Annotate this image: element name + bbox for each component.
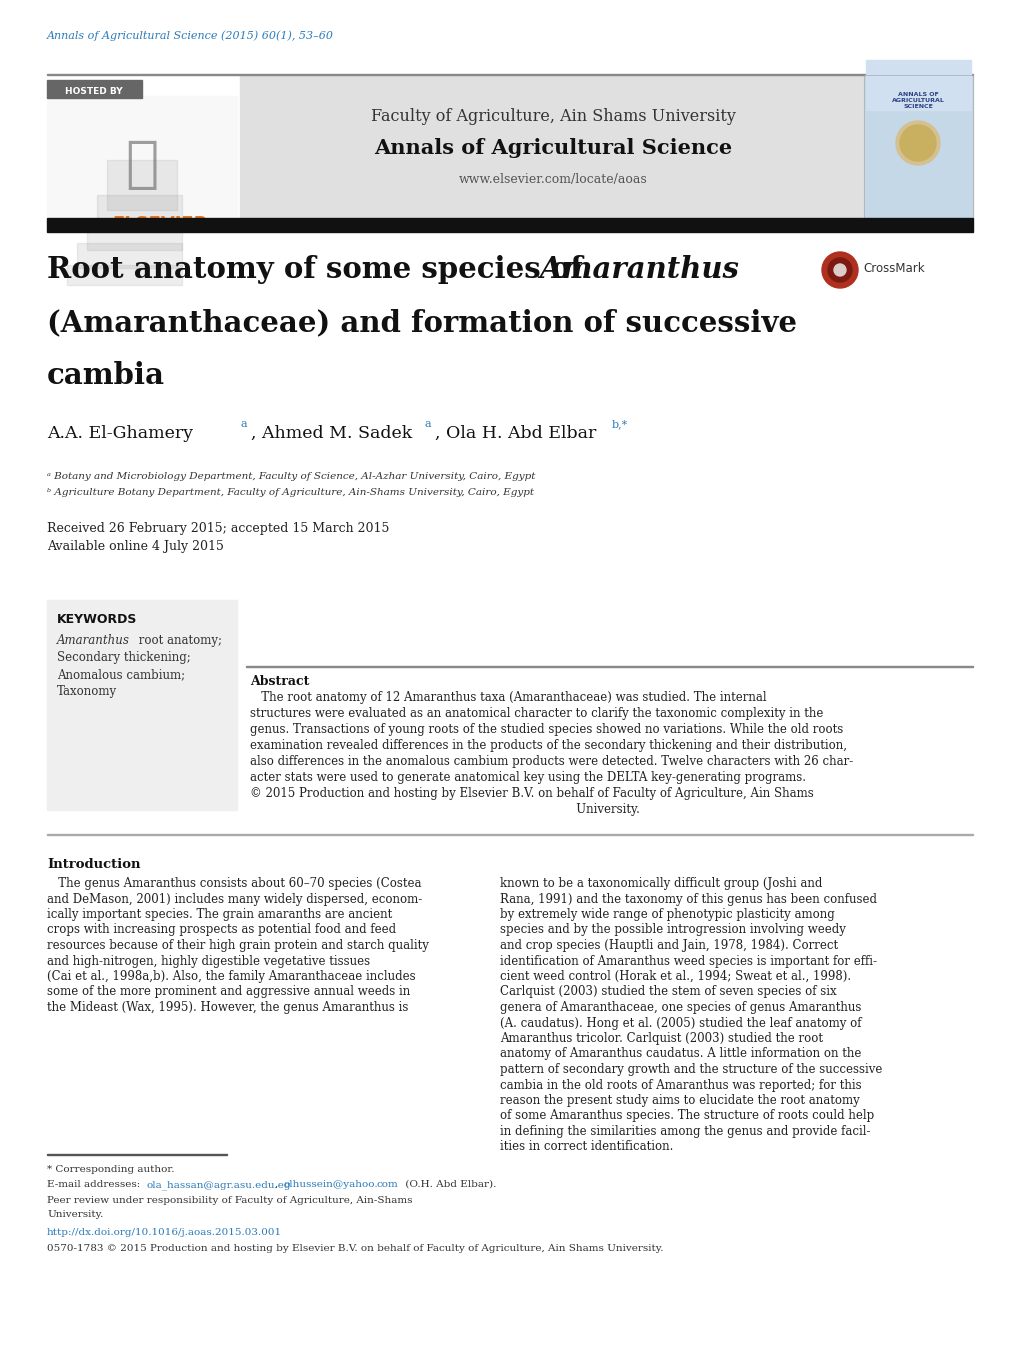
Text: a: a	[425, 419, 431, 429]
Text: olhussein@yahoo.: olhussein@yahoo.	[283, 1180, 378, 1189]
Circle shape	[821, 251, 857, 288]
Bar	[47, 75, 236, 217]
Text: Annals of Agricultural Science: Annals of Agricultural Science	[374, 139, 732, 158]
Text: E-mail addresses:: E-mail addresses:	[47, 1180, 144, 1189]
Bar	[107, 160, 177, 211]
Circle shape	[899, 125, 935, 160]
Text: pattern of secondary growth and the structure of the successive: pattern of secondary growth and the stru…	[499, 1063, 881, 1076]
Text: www.elsevier.com/locate/aoas: www.elsevier.com/locate/aoas	[459, 173, 647, 186]
Bar	[865, 60, 970, 110]
Text: of some Amaranthus species. The structure of roots could help: of some Amaranthus species. The structur…	[499, 1109, 873, 1123]
Text: root anatomy;: root anatomy;	[135, 635, 222, 647]
Text: identification of Amaranthus weed species is important for effi-: identification of Amaranthus weed specie…	[499, 954, 876, 968]
Text: examination revealed differences in the products of the secondary thickening and: examination revealed differences in the …	[250, 739, 846, 752]
Text: genus. Transactions of young roots of the studied species showed no variations. : genus. Transactions of young roots of th…	[250, 723, 843, 737]
Text: ᵃ Botany and Microbiology Department, Faculty of Science, Al-Azhar University, C: ᵃ Botany and Microbiology Department, Fa…	[47, 472, 535, 481]
Text: cambia in the old roots of Amaranthus was reported; for this: cambia in the old roots of Amaranthus wa…	[499, 1079, 861, 1091]
Text: HOSTED BY: HOSTED BY	[65, 87, 122, 96]
Circle shape	[895, 121, 940, 164]
Text: also differences in the anomalous cambium products were detected. Twelve charact: also differences in the anomalous cambiu…	[250, 756, 853, 768]
Text: cambia: cambia	[47, 361, 165, 390]
Text: ELSEVIER: ELSEVIER	[112, 215, 207, 232]
Text: anatomy of Amaranthus caudatus. A little information on the: anatomy of Amaranthus caudatus. A little…	[499, 1048, 860, 1060]
Text: some of the more prominent and aggressive annual weeds in: some of the more prominent and aggressiv…	[47, 985, 410, 999]
Text: Taxonomy: Taxonomy	[57, 685, 117, 699]
Text: Root anatomy of some species of: Root anatomy of some species of	[47, 255, 592, 284]
Text: (O.H. Abd Elbar).: (O.H. Abd Elbar).	[401, 1180, 496, 1189]
Text: 0570-1783 © 2015 Production and hosting by Elsevier B.V. on behalf of Faculty of: 0570-1783 © 2015 Production and hosting …	[47, 1243, 662, 1253]
Text: , Ahmed M. Sadek: , Ahmed M. Sadek	[251, 425, 418, 442]
Text: © 2015 Production and hosting by Elsevier B.V. on behalf of Faculty of Agricultu: © 2015 Production and hosting by Elsevie…	[250, 787, 813, 800]
Bar	[47, 217, 972, 232]
Bar	[863, 75, 972, 217]
Text: http://dx.doi.org/10.1016/j.aoas.2015.03.001: http://dx.doi.org/10.1016/j.aoas.2015.03…	[47, 1229, 282, 1237]
Text: University.: University.	[47, 1210, 103, 1219]
Text: crops with increasing prospects as potential food and feed: crops with increasing prospects as poten…	[47, 924, 395, 936]
Text: cient weed control (Horak et al., 1994; Sweat et al., 1998).: cient weed control (Horak et al., 1994; …	[499, 970, 850, 983]
Text: by extremely wide range of phenotypic plasticity among: by extremely wide range of phenotypic pl…	[499, 908, 834, 921]
Circle shape	[827, 258, 851, 283]
Text: structures were evaluated as an anatomical character to clarify the taxonomic co: structures were evaluated as an anatomic…	[250, 707, 822, 720]
Text: acter stats were used to generate anatomical key using the DELTA key-generating : acter stats were used to generate anatom…	[250, 771, 805, 784]
Text: and high-nitrogen, highly digestible vegetative tissues: and high-nitrogen, highly digestible veg…	[47, 954, 370, 968]
Text: and crop species (Hauptli and Jain, 1978, 1984). Correct: and crop species (Hauptli and Jain, 1978…	[499, 939, 838, 953]
Text: The genus Amaranthus consists about 60–70 species (Costea: The genus Amaranthus consists about 60–7…	[47, 877, 421, 890]
Text: Received 26 February 2015; accepted 15 March 2015: Received 26 February 2015; accepted 15 M…	[47, 522, 389, 535]
Text: Introduction: Introduction	[47, 858, 141, 871]
Bar	[863, 75, 972, 217]
Text: Peer review under responsibility of Faculty of Agriculture, Ain-Shams: Peer review under responsibility of Facu…	[47, 1196, 412, 1205]
Text: the Mideast (Wax, 1995). However, the genus Amaranthus is: the Mideast (Wax, 1995). However, the ge…	[47, 1002, 408, 1014]
Text: ically important species. The grain amaranths are ancient: ically important species. The grain amar…	[47, 908, 392, 921]
Text: and DeMason, 2001) includes many widely dispersed, econom-: and DeMason, 2001) includes many widely …	[47, 893, 422, 905]
Text: (Cai et al., 1998a,b). Also, the family Amaranthaceae includes: (Cai et al., 1998a,b). Also, the family …	[47, 970, 415, 983]
Text: reason the present study aims to elucidate the root anatomy: reason the present study aims to elucida…	[499, 1094, 859, 1108]
Bar	[239, 75, 863, 217]
Bar	[76, 243, 181, 268]
Text: (Amaranthaceae) and formation of successive: (Amaranthaceae) and formation of success…	[47, 308, 796, 337]
Text: University.: University.	[250, 803, 639, 815]
Text: Rana, 1991) and the taxonomy of this genus has been confused: Rana, 1991) and the taxonomy of this gen…	[499, 893, 876, 905]
Text: * Corresponding author.: * Corresponding author.	[47, 1165, 174, 1174]
Text: Amaranthus tricolor. Carlquist (2003) studied the root: Amaranthus tricolor. Carlquist (2003) st…	[499, 1031, 822, 1045]
Text: ola_hassan@agr.asu.edu.eg: ola_hassan@agr.asu.edu.eg	[147, 1180, 291, 1189]
Text: Annals of Agricultural Science (2015) 60(1), 53–60: Annals of Agricultural Science (2015) 60…	[47, 30, 333, 41]
Circle shape	[834, 264, 845, 276]
Text: b,*: b,*	[611, 419, 628, 429]
Bar	[67, 265, 181, 285]
Text: ᵇ Agriculture Botany Department, Faculty of Agriculture, Ain-Shams University, C: ᵇ Agriculture Botany Department, Faculty…	[47, 488, 534, 497]
Bar	[47, 96, 236, 216]
Text: (A. caudatus). Hong et al. (2005) studied the leaf anatomy of: (A. caudatus). Hong et al. (2005) studie…	[499, 1017, 861, 1030]
Text: in defining the similarities among the genus and provide facil-: in defining the similarities among the g…	[499, 1125, 869, 1137]
Text: ities in correct identification.: ities in correct identification.	[499, 1140, 673, 1154]
Text: A.A. El-Ghamery: A.A. El-Ghamery	[47, 425, 199, 442]
Text: Abstract: Abstract	[250, 675, 309, 688]
Bar	[47, 601, 236, 810]
Text: Carlquist (2003) studied the stem of seven species of six: Carlquist (2003) studied the stem of sev…	[499, 985, 836, 999]
Text: resources because of their high grain protein and starch quality: resources because of their high grain pr…	[47, 939, 428, 953]
Text: KEYWORDS: KEYWORDS	[57, 613, 138, 626]
Text: 🌲: 🌲	[125, 139, 159, 192]
Text: Anomalous cambium;: Anomalous cambium;	[57, 669, 184, 681]
Text: CrossMark: CrossMark	[862, 262, 923, 276]
Text: species and by the possible introgression involving weedy: species and by the possible introgressio…	[499, 924, 845, 936]
Bar	[87, 220, 181, 250]
Text: ANNALS OF
AGRICULTURAL
SCIENCE: ANNALS OF AGRICULTURAL SCIENCE	[891, 92, 944, 109]
Text: Secondary thickening;: Secondary thickening;	[57, 651, 191, 665]
Text: Faculty of Agriculture, Ain Shams University: Faculty of Agriculture, Ain Shams Univer…	[370, 107, 735, 125]
Text: ,: ,	[275, 1180, 281, 1189]
Text: a: a	[240, 419, 248, 429]
Bar	[97, 194, 181, 230]
Text: com: com	[377, 1180, 398, 1189]
Text: Amaranthus: Amaranthus	[57, 635, 129, 647]
Bar	[47, 80, 142, 98]
Text: , Ola H. Abd Elbar: , Ola H. Abd Elbar	[434, 425, 601, 442]
Text: Available online 4 July 2015: Available online 4 July 2015	[47, 540, 223, 553]
Text: Amaranthus: Amaranthus	[538, 255, 738, 284]
Text: genera of Amaranthaceae, one species of genus Amaranthus: genera of Amaranthaceae, one species of …	[499, 1002, 860, 1014]
Text: The root anatomy of 12 Amaranthus taxa (Amaranthaceae) was studied. The internal: The root anatomy of 12 Amaranthus taxa (…	[250, 690, 766, 704]
Text: known to be a taxonomically difficult group (Joshi and: known to be a taxonomically difficult gr…	[499, 877, 821, 890]
